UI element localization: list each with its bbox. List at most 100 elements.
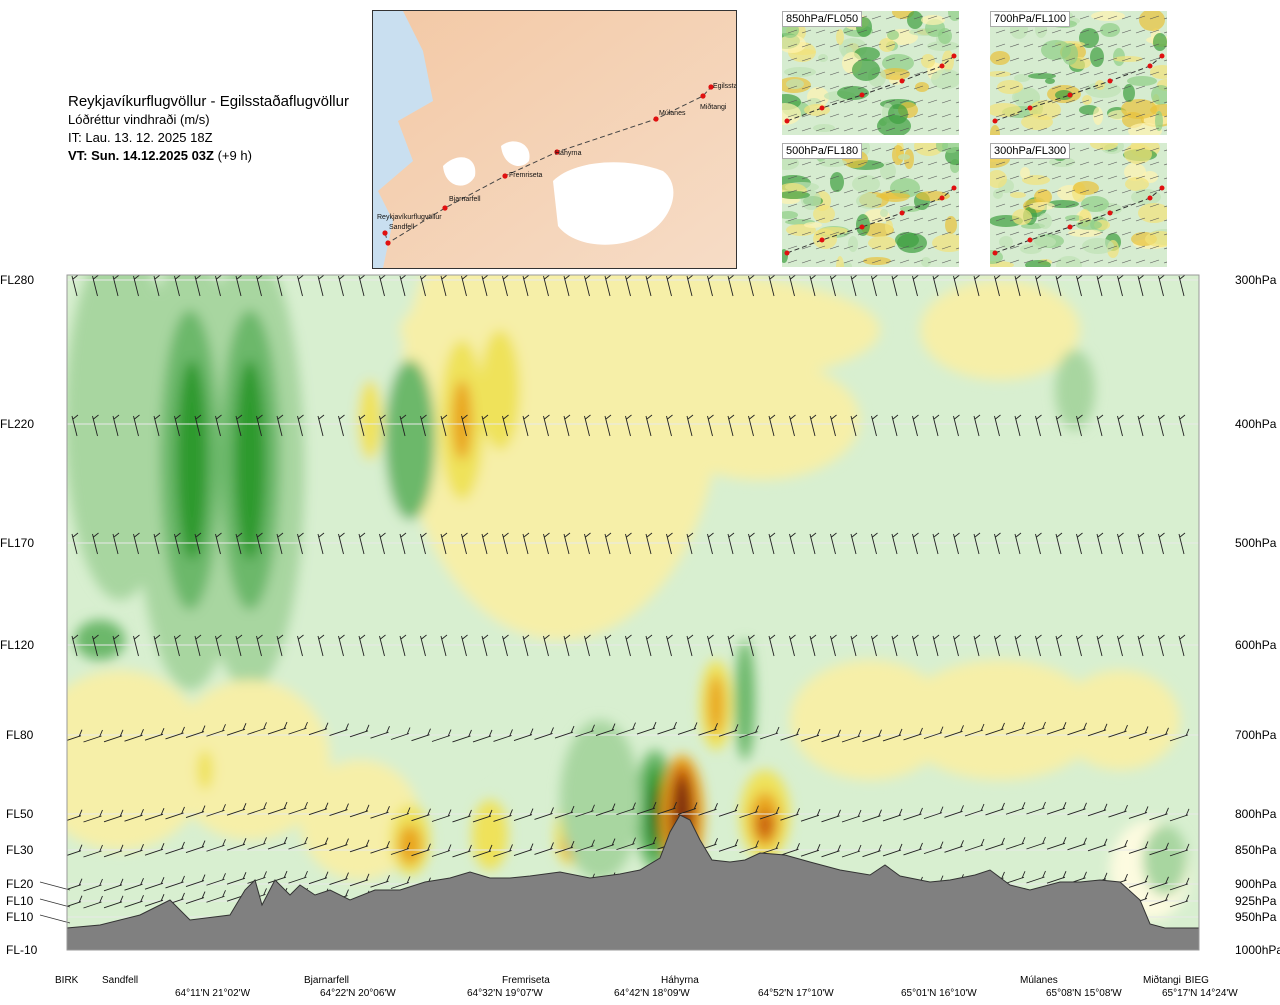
wind-barb	[308, 808, 328, 816]
wind-barb	[1026, 876, 1045, 884]
wind-barb	[604, 533, 611, 555]
wind-barb	[584, 635, 590, 657]
wind-barb-flag	[1036, 414, 1042, 420]
wind-barb	[768, 415, 775, 437]
wind-barb	[1005, 842, 1025, 850]
wind-barb-flag	[99, 844, 103, 853]
wind-barb	[973, 533, 980, 555]
wind-barb-flag	[878, 809, 882, 817]
wind-barb-flag	[365, 873, 370, 881]
wind-barb-flag	[816, 809, 821, 817]
wind-barb-flag	[1015, 634, 1022, 640]
wind-barb	[124, 883, 143, 891]
wind-barb	[1067, 808, 1086, 816]
wind-barb-flag	[632, 802, 636, 810]
hpa-tick-label: 300hPa	[1235, 273, 1277, 287]
wind-barb	[891, 635, 898, 657]
wind-barb	[174, 415, 180, 437]
wind-barb-flag	[257, 634, 263, 640]
hpa-tick-label: 400hPa	[1235, 417, 1277, 431]
wind-barb	[226, 877, 246, 885]
route-point-label: Sandfell	[389, 224, 415, 231]
wind-barb	[595, 844, 615, 851]
vertical-wind-cell	[75, 620, 125, 660]
wind-barb	[390, 882, 410, 889]
wind-barb	[923, 732, 943, 740]
wind-barb	[841, 850, 861, 858]
wind-barb-flag	[919, 727, 923, 736]
wind-barb-flag	[181, 841, 185, 850]
wind-barb-flag	[611, 723, 616, 731]
wind-barb-flag	[544, 634, 550, 640]
wind-barb	[727, 533, 734, 555]
wind-barb-flag	[892, 414, 899, 420]
wind-barb	[973, 275, 980, 297]
wind-barb	[625, 275, 631, 297]
fl-tick-label: FL170	[0, 536, 35, 550]
wind-barb-flag	[78, 809, 83, 817]
wind-barb-flag	[1118, 634, 1124, 640]
wind-barb-flag	[119, 895, 124, 903]
wind-barb-flag	[1036, 275, 1042, 280]
wind-barb-flag	[749, 634, 755, 640]
wind-barb	[1108, 730, 1127, 738]
wind-barb	[809, 415, 816, 437]
wind-barb-flag	[714, 803, 718, 811]
wind-barb-flag	[406, 876, 411, 884]
wind-barb	[1005, 727, 1025, 735]
wind-barb	[871, 635, 877, 657]
wind-barb-flag	[1001, 871, 1005, 880]
wind-barb	[882, 849, 902, 857]
wind-barb	[92, 415, 98, 437]
wind-barb-flag	[632, 722, 636, 730]
wind-barb-flag	[78, 844, 83, 852]
wind-barb	[481, 275, 488, 297]
wind-barb-flag	[386, 840, 390, 849]
wind-barb-flag	[605, 275, 612, 280]
wind-barb	[1014, 533, 1021, 555]
wind-barb-flag	[857, 729, 862, 738]
wind-barb	[174, 635, 180, 657]
wind-barb	[1137, 415, 1144, 437]
coordinate-label: 64°32'N 19°07'W	[467, 988, 543, 999]
wind-barb	[575, 810, 594, 818]
wind-barb	[103, 735, 123, 743]
route-point-marker	[382, 230, 388, 236]
wind-barb	[390, 848, 410, 855]
wind-barb	[616, 808, 635, 816]
vertical-wind-cell	[920, 280, 1080, 380]
vatnajokull-glacier	[553, 162, 674, 245]
wind-barb-flag	[1118, 275, 1124, 280]
wind-barb	[748, 275, 754, 297]
wind-barb	[1096, 533, 1103, 555]
wind-barb-flag	[236, 414, 243, 420]
wind-barb-flag	[222, 804, 226, 812]
wind-barb-flag	[667, 414, 673, 420]
wind-barb-flag	[134, 414, 140, 420]
wind-barb	[461, 415, 467, 437]
wind-barb-flag	[872, 275, 878, 280]
route-point-marker	[502, 173, 508, 179]
wind-barb	[1035, 275, 1041, 297]
hpa-tick-label: 850hPa	[1235, 843, 1277, 857]
wind-barb-flag	[769, 275, 776, 280]
wind-barb-flag	[1179, 275, 1186, 280]
wind-barb-flag	[509, 729, 513, 737]
wind-barb-flag	[796, 843, 800, 851]
wind-barb-flag	[462, 634, 468, 640]
chart-title-block: Reykjavíkurflugvöllur - Egilsstaðaflugvö…	[68, 93, 349, 165]
coordinate-label: 64°42'N 18°09'W	[614, 988, 690, 999]
wind-barb-flag	[605, 634, 612, 640]
hpa-tick-label: 900hPa	[1235, 877, 1277, 891]
wind-barb-flag	[831, 532, 837, 538]
wind-barb	[133, 275, 139, 297]
wind-barb-flag	[919, 842, 923, 851]
wind-barb-flag	[427, 728, 431, 736]
wind-barb	[440, 533, 447, 555]
wind-barb-flag	[201, 805, 206, 813]
wind-barb-flag	[462, 414, 468, 420]
wind-barb-flag	[175, 634, 181, 640]
wind-barb	[349, 879, 369, 887]
vertical-wind-cell	[67, 670, 210, 850]
wind-barb	[882, 734, 902, 742]
